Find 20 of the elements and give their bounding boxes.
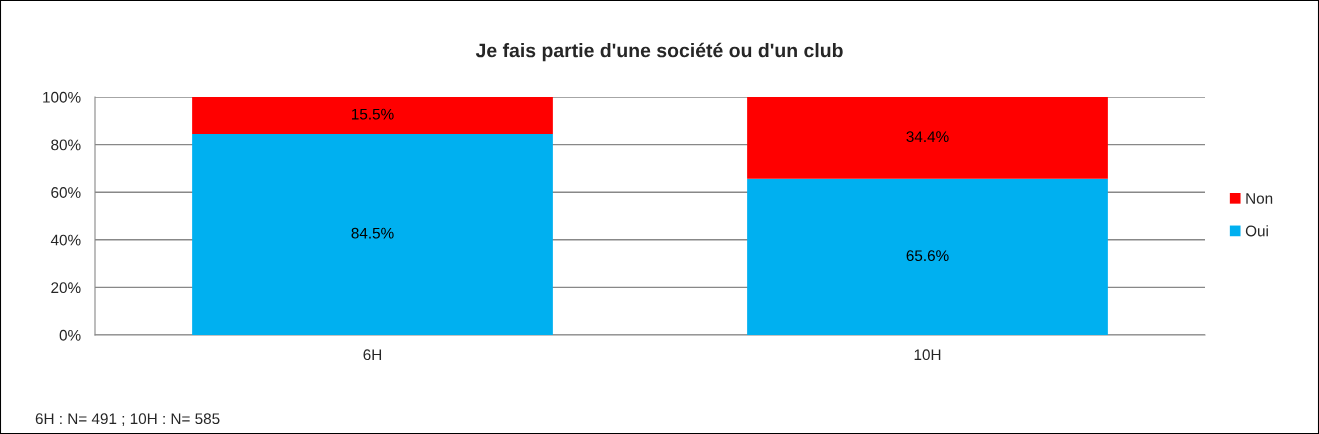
bar [747, 97, 1108, 179]
x-tick-label: 6H [363, 349, 382, 361]
y-tick-label: 20% [51, 282, 81, 294]
chart-title: Je fais partie d'une société ou d'un club [475, 42, 843, 62]
x-tick-label: 10H [914, 349, 941, 361]
bar [747, 178, 1108, 335]
legend-label: Non [1246, 193, 1273, 204]
y-tick-label: 100% [43, 91, 81, 103]
legend-label: Oui [1245, 225, 1268, 237]
y-tick-label: 60% [51, 187, 81, 198]
data-label: 15.5% [352, 108, 394, 120]
bar [192, 97, 553, 134]
text: 6H : N= 491 ; 10H : N= 585 [35, 413, 220, 426]
y-tick-label: 0% [59, 329, 81, 341]
bar [192, 133, 553, 335]
data-label: 34.4% [906, 131, 949, 143]
y-tick-label: 40% [50, 234, 81, 246]
data-label: 65.6% [906, 250, 949, 262]
y-tick-label: 80% [51, 139, 81, 151]
data-label: 84.5% [351, 227, 394, 239]
